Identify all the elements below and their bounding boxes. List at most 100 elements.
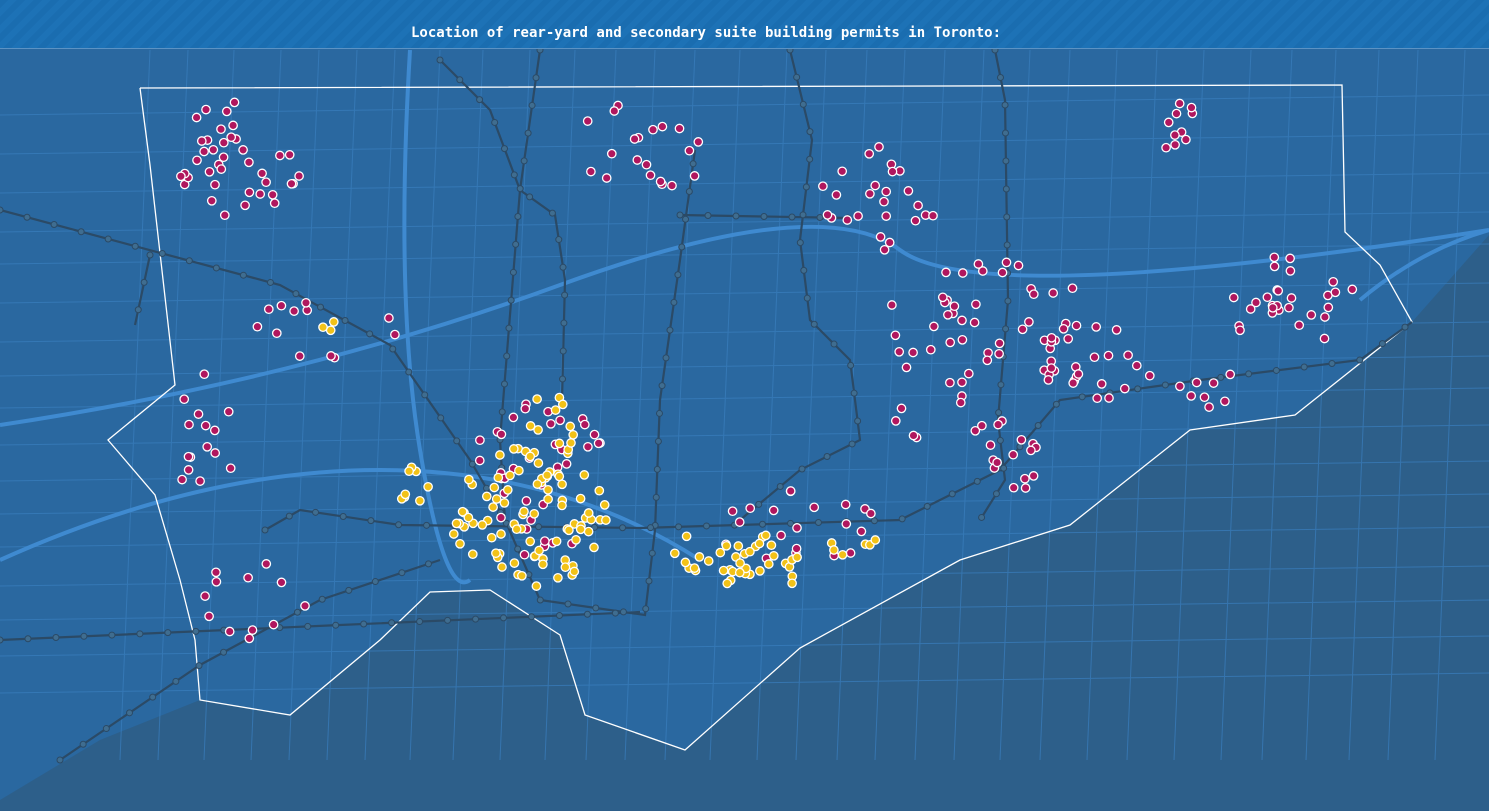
permit-point	[1347, 284, 1358, 295]
permit-point	[538, 559, 548, 570]
permit-point	[497, 562, 507, 572]
station	[134, 306, 142, 314]
station	[285, 512, 293, 520]
permit-point	[1111, 325, 1122, 335]
station	[1378, 340, 1386, 348]
road	[953, 49, 985, 761]
permit-point	[945, 377, 955, 388]
road	[452, 49, 484, 761]
station	[366, 330, 374, 338]
permit-point	[247, 625, 258, 635]
permit-point	[1028, 289, 1039, 300]
station	[304, 622, 312, 630]
permit-point	[641, 159, 652, 170]
permit-point	[229, 97, 240, 108]
permit-point	[1024, 317, 1034, 327]
permit-point	[575, 524, 586, 535]
permit-point	[455, 538, 465, 549]
permit-point	[669, 548, 680, 559]
permit-point	[928, 210, 938, 221]
station	[421, 391, 429, 399]
permit-point	[551, 536, 562, 547]
station	[79, 740, 87, 748]
permit-point	[1285, 253, 1295, 264]
permit-point	[745, 546, 755, 557]
permit-point	[481, 491, 492, 502]
station	[870, 517, 878, 525]
permit-points	[176, 97, 1358, 644]
station	[803, 294, 811, 302]
station	[758, 520, 766, 528]
permit-point	[1174, 98, 1185, 109]
permit-point	[177, 474, 187, 485]
station	[185, 257, 193, 265]
station	[345, 586, 353, 594]
permit-point	[579, 470, 590, 480]
station	[514, 545, 522, 553]
permit-point	[457, 506, 468, 517]
permit-point	[560, 562, 571, 573]
station	[548, 209, 556, 217]
permit-point	[224, 626, 235, 637]
map	[0, 49, 1489, 811]
station	[468, 460, 476, 468]
permit-point	[532, 479, 543, 489]
station	[437, 414, 445, 422]
station	[1245, 370, 1253, 378]
permit-point	[496, 529, 506, 539]
station	[1003, 241, 1011, 249]
station	[80, 632, 88, 640]
station	[416, 618, 424, 626]
permit-point	[519, 506, 529, 517]
station	[436, 56, 444, 64]
station	[793, 73, 801, 81]
road	[0, 282, 1489, 304]
permit-point	[1228, 292, 1239, 303]
road	[709, 49, 741, 761]
permit-point	[475, 435, 485, 446]
permit-point	[463, 512, 474, 523]
permit-point	[509, 558, 520, 568]
title-bar: Location of rear-yard and secondary suit…	[0, 0, 1489, 49]
station	[996, 436, 1004, 444]
permit-point	[1262, 292, 1273, 303]
permit-point	[1170, 139, 1180, 150]
station	[266, 278, 274, 286]
permit-point	[1058, 323, 1069, 334]
station	[524, 129, 532, 137]
station	[526, 193, 534, 201]
permit-point	[994, 348, 1004, 359]
station	[77, 228, 85, 236]
permit-point	[937, 292, 948, 303]
permit-point	[879, 196, 889, 207]
station	[367, 517, 375, 525]
permit-point	[1028, 471, 1039, 481]
permit-point	[1092, 393, 1103, 404]
permit-point	[193, 409, 204, 419]
road	[0, 635, 1489, 657]
permit-point	[866, 508, 876, 519]
station	[536, 596, 544, 604]
station	[512, 240, 520, 248]
station	[591, 523, 599, 531]
station	[341, 316, 349, 324]
permit-point	[903, 186, 914, 196]
station	[788, 213, 796, 221]
station	[126, 709, 134, 717]
station	[996, 73, 1004, 81]
station	[498, 408, 506, 416]
station	[555, 236, 563, 244]
permit-point	[533, 425, 543, 435]
road	[0, 460, 1489, 482]
station	[220, 648, 228, 656]
permit-point	[629, 134, 640, 144]
station	[555, 611, 563, 619]
permit-point	[957, 315, 967, 326]
station	[760, 212, 768, 220]
permit-point	[957, 268, 968, 278]
station	[992, 490, 1000, 498]
station	[332, 621, 340, 629]
permit-point	[1020, 483, 1031, 493]
station	[388, 619, 396, 627]
station	[1000, 464, 1008, 472]
